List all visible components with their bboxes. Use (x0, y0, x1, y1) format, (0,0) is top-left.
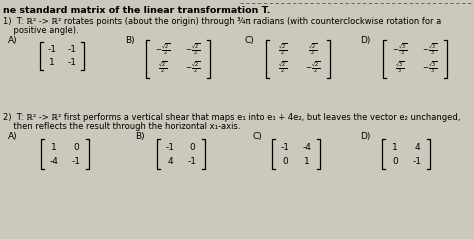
Text: $-\frac{\sqrt{2}}{2}$: $-\frac{\sqrt{2}}{2}$ (155, 43, 171, 58)
Text: A): A) (8, 36, 18, 45)
Text: 4: 4 (414, 142, 420, 152)
Text: 0: 0 (282, 157, 288, 165)
Text: -4: -4 (50, 157, 58, 165)
Text: 1: 1 (304, 157, 310, 165)
Text: -1: -1 (412, 157, 421, 165)
Text: $-\frac{\sqrt{2}}{2}$: $-\frac{\sqrt{2}}{2}$ (185, 60, 201, 76)
Text: 0: 0 (189, 142, 195, 152)
Text: $-\frac{\sqrt{3}}{3}$: $-\frac{\sqrt{3}}{3}$ (422, 43, 438, 58)
Text: A): A) (8, 132, 18, 141)
Text: $-\frac{\sqrt{2}}{2}$: $-\frac{\sqrt{2}}{2}$ (305, 60, 321, 76)
Text: $\frac{\sqrt{2}}{2}$: $\frac{\sqrt{2}}{2}$ (278, 43, 288, 58)
Text: B): B) (135, 132, 145, 141)
Text: 4: 4 (167, 157, 173, 165)
Text: $-\frac{\sqrt{2}}{2}$: $-\frac{\sqrt{2}}{2}$ (185, 43, 201, 58)
Text: -1: -1 (281, 142, 290, 152)
Text: -1: -1 (165, 142, 174, 152)
Text: $\frac{\sqrt{2}}{2}$: $\frac{\sqrt{2}}{2}$ (158, 60, 168, 76)
Text: -4: -4 (302, 142, 311, 152)
Text: C): C) (245, 36, 255, 45)
Text: $-\frac{\sqrt{3}}{3}$: $-\frac{\sqrt{3}}{3}$ (422, 60, 438, 76)
Text: C): C) (253, 132, 263, 141)
Text: $\frac{\sqrt{3}}{3}$: $\frac{\sqrt{3}}{3}$ (395, 60, 405, 76)
Text: D): D) (360, 36, 370, 45)
Text: 0: 0 (73, 142, 79, 152)
Text: D): D) (360, 132, 370, 141)
Text: then reflects the result through the horizontal x₁-axis.: then reflects the result through the hor… (3, 122, 240, 131)
Text: 1: 1 (49, 58, 55, 67)
Text: 0: 0 (392, 157, 398, 165)
Text: -1: -1 (47, 45, 56, 54)
Text: ne standard matrix of the linear transformation T.: ne standard matrix of the linear transfo… (3, 6, 271, 15)
Text: $-\frac{\sqrt{3}}{3}$: $-\frac{\sqrt{3}}{3}$ (392, 43, 408, 58)
Text: -1: -1 (67, 58, 76, 67)
Text: 1: 1 (392, 142, 398, 152)
Text: $\frac{\sqrt{2}}{2}$: $\frac{\sqrt{2}}{2}$ (308, 43, 318, 58)
Text: -1: -1 (188, 157, 197, 165)
Text: 1)  T: ℝ² -> ℝ² rotates points (about the origin) through ¾π radians (with count: 1) T: ℝ² -> ℝ² rotates points (about the… (3, 17, 441, 26)
Text: -1: -1 (67, 45, 76, 54)
Text: B): B) (125, 36, 135, 45)
Text: positive angle).: positive angle). (3, 26, 79, 35)
Text: -1: -1 (72, 157, 81, 165)
Text: $\frac{\sqrt{2}}{2}$: $\frac{\sqrt{2}}{2}$ (278, 60, 288, 76)
Text: 1: 1 (51, 142, 57, 152)
Text: 2)  T: ℝ² -> ℝ² first performs a vertical shear that maps e₁ into e₁ + 4e₂, but : 2) T: ℝ² -> ℝ² first performs a vertical… (3, 113, 460, 122)
